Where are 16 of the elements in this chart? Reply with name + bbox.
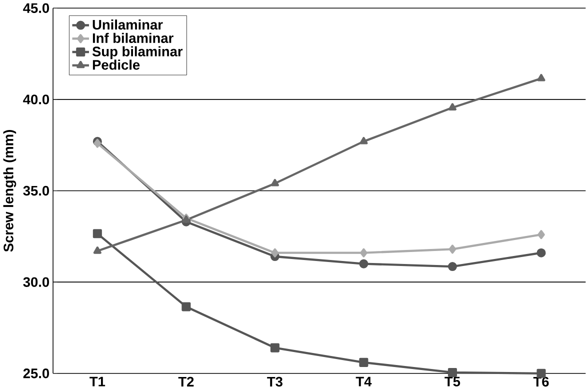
x-tick-label: T5 <box>444 376 460 386</box>
y-tick-label: 35.0 <box>23 186 50 196</box>
y-tick-label: 30.0 <box>23 277 50 288</box>
legend-label: Pedicle <box>92 60 140 70</box>
x-tick-label: T3 <box>267 376 282 387</box>
y-tick-label: 25.0 <box>23 368 50 378</box>
legend-label: Sup bilaminar <box>92 46 183 60</box>
x-tick-label: T6 <box>533 376 549 387</box>
legend-label: Inf bilaminar <box>92 32 174 44</box>
legend-label: Unilaminar <box>92 20 163 30</box>
x-tick-label: T1 <box>90 376 106 386</box>
y-tick-label: 45.0 <box>23 3 50 14</box>
y-axis-title: Screw length (mm) <box>3 130 16 252</box>
x-tick-label: T2 <box>178 376 194 386</box>
y-tick-label: 40.0 <box>23 94 50 104</box>
x-tick-label: T4 <box>356 376 372 386</box>
